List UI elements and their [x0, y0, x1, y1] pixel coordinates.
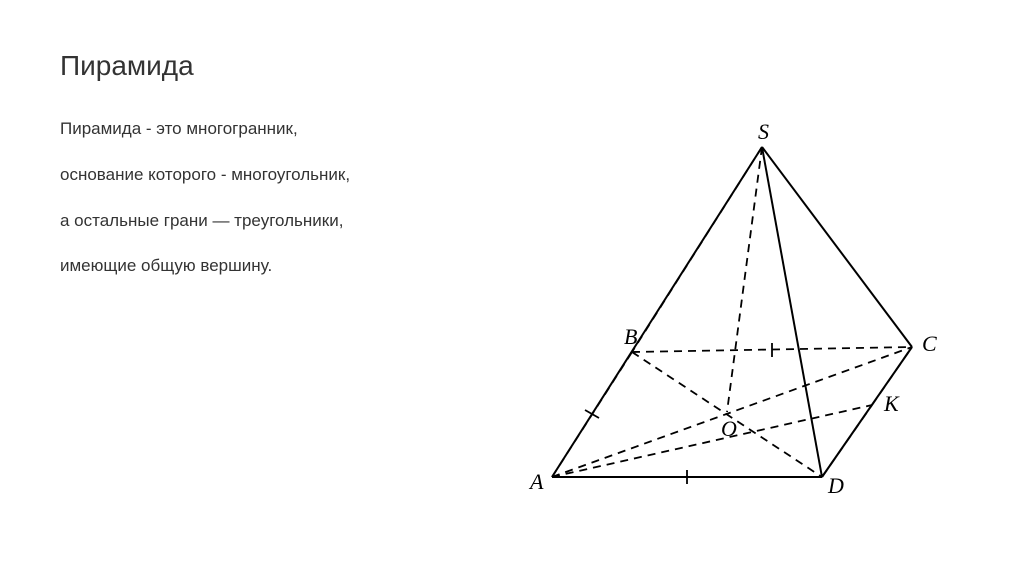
page-title: Пирамида: [60, 50, 964, 82]
tick-AB: [585, 410, 599, 418]
label-A: A: [528, 469, 544, 494]
def-line-4: имеющие общую вершину.: [60, 254, 460, 278]
edge-AC: [552, 347, 912, 477]
content-row: Пирамида - это многогранник, основание к…: [60, 117, 964, 517]
label-O: O: [721, 416, 737, 441]
vertex-labels: S A B C D O K: [528, 119, 937, 498]
label-D: D: [827, 473, 844, 498]
label-C: C: [922, 331, 937, 356]
edge-SO: [727, 147, 762, 412]
def-line-3: а остальные грани — треугольники,: [60, 209, 460, 233]
label-K: K: [883, 391, 900, 416]
definition-text: Пирамида - это многогранник, основание к…: [60, 117, 460, 278]
edge-BD: [632, 352, 822, 477]
def-line-2: основание которого - многоугольник,: [60, 163, 460, 187]
def-line-1: Пирамида - это многогранник,: [60, 117, 460, 141]
pyramid-diagram: S A B C D O K: [500, 117, 964, 517]
edge-SC: [762, 147, 912, 347]
label-S: S: [758, 119, 769, 144]
label-B: B: [624, 324, 637, 349]
pyramid-svg: S A B C D O K: [502, 117, 962, 517]
edge-AK: [552, 405, 872, 477]
